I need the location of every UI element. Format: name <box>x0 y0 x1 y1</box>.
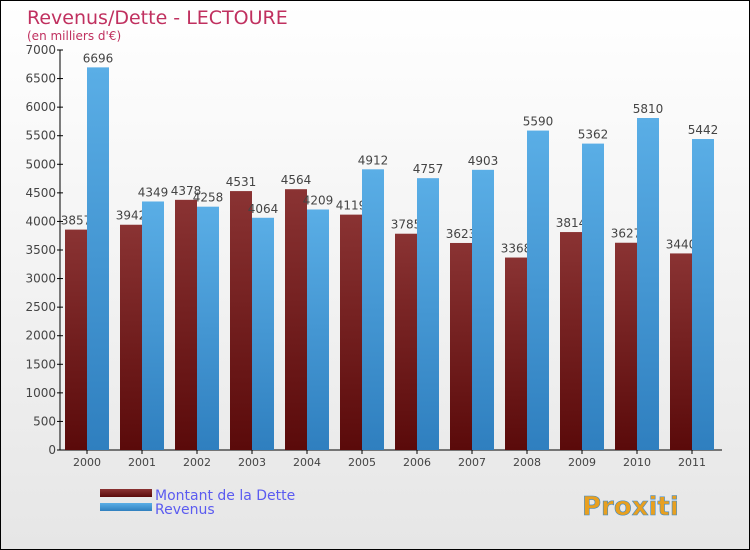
dette-value-label: 3627 <box>611 227 642 241</box>
y-tick-label: 4000 <box>25 214 56 228</box>
y-tick-label: 500 <box>33 414 56 428</box>
dette-value-label: 4119 <box>336 199 367 213</box>
legend-swatch-dette <box>100 489 152 497</box>
legend-label-revenus: Revenus <box>155 502 215 518</box>
revenus-bar <box>472 169 494 451</box>
y-tick-label: 2000 <box>25 329 56 343</box>
y-tick-label: 2500 <box>25 300 56 314</box>
dette-value-label: 3368 <box>501 242 532 256</box>
revenus-value-label: 4757 <box>413 162 444 176</box>
x-tick-label: 2010 <box>623 456 651 469</box>
x-tick-label: 2003 <box>238 456 266 469</box>
dette-value-label: 3785 <box>391 218 422 232</box>
y-tick-label: 1000 <box>25 386 56 400</box>
revenus-value-label: 5442 <box>688 123 719 137</box>
dette-bar <box>285 189 307 450</box>
revenus-value-label: 5590 <box>523 115 554 129</box>
revenus-bar <box>417 178 439 450</box>
revenus-value-label: 4349 <box>138 185 169 199</box>
dette-bar <box>230 191 252 451</box>
dette-value-label: 3814 <box>556 216 587 230</box>
dette-value-label: 3623 <box>446 227 477 241</box>
x-tick-label: 2011 <box>678 456 706 469</box>
x-tick-label: 2002 <box>183 456 211 469</box>
revenus-value-label: 4912 <box>358 153 389 167</box>
chart-subtitle: (en milliers d'€) <box>27 29 121 43</box>
dette-value-label: 4531 <box>226 175 257 189</box>
revenus-bar <box>197 206 219 450</box>
revenus-value-label: 4209 <box>303 193 334 207</box>
x-tick-label: 2009 <box>568 456 596 469</box>
revenus-bar <box>307 209 329 450</box>
revenus-value-label: 5362 <box>578 128 609 142</box>
dette-value-label: 3440 <box>666 237 697 251</box>
x-tick-label: 2000 <box>73 456 101 469</box>
x-tick-label: 2004 <box>293 456 321 469</box>
x-tick-label: 2007 <box>458 456 486 469</box>
y-tick-label: 0 <box>48 443 56 457</box>
chart-title: Revenus/Dette - LECTOURE <box>27 7 288 29</box>
dette-bar <box>175 199 197 450</box>
x-tick-label: 2001 <box>128 456 156 469</box>
revenus-bar <box>582 143 604 450</box>
x-tick-label: 2006 <box>403 456 431 469</box>
revenus-bar <box>637 118 659 450</box>
dette-bar <box>615 242 637 450</box>
revenus-bar <box>527 130 549 451</box>
revenus-bar <box>142 201 164 450</box>
y-tick-label: 6000 <box>25 100 56 114</box>
proxiti-logo: Proxiti <box>582 492 679 522</box>
revenus-bar <box>362 169 384 451</box>
revenus-bar <box>87 67 109 450</box>
dette-bar <box>670 253 692 450</box>
y-tick-label: 4500 <box>25 186 56 200</box>
y-tick-label: 5500 <box>25 129 56 143</box>
dette-bar <box>505 257 527 450</box>
x-tick-label: 2005 <box>348 456 376 469</box>
dette-value-label: 3942 <box>116 209 147 223</box>
y-tick-label: 5000 <box>25 157 56 171</box>
y-tick-label: 6500 <box>25 72 56 86</box>
dette-bar <box>560 232 582 450</box>
y-tick-label: 7000 <box>25 43 56 57</box>
dette-value-label: 3857 <box>61 214 92 228</box>
dette-bar <box>120 224 142 450</box>
legend: Montant de la Dette Revenus <box>100 488 295 518</box>
x-tick-label: 2008 <box>513 456 541 469</box>
revenus-bar <box>252 217 274 450</box>
revenus-bar <box>692 139 714 450</box>
dette-bar <box>395 233 417 450</box>
dette-value-label: 4378 <box>171 184 202 198</box>
revenus-value-label: 4064 <box>248 202 279 216</box>
revenus-value-label: 4903 <box>468 154 499 168</box>
dette-value-label: 4564 <box>281 173 312 187</box>
dette-bar <box>450 242 472 450</box>
revenus-value-label: 5810 <box>633 102 664 116</box>
revenus-value-label: 4258 <box>193 191 224 205</box>
legend-swatch-revenus <box>100 503 152 511</box>
dette-bar <box>340 214 362 450</box>
legend-label-dette: Montant de la Dette <box>155 488 295 504</box>
y-tick-label: 3000 <box>25 272 56 286</box>
dette-bar <box>65 229 87 450</box>
y-tick-label: 1500 <box>25 357 56 371</box>
revenus-value-label: 6696 <box>83 51 114 65</box>
y-tick-label: 3500 <box>25 243 56 257</box>
